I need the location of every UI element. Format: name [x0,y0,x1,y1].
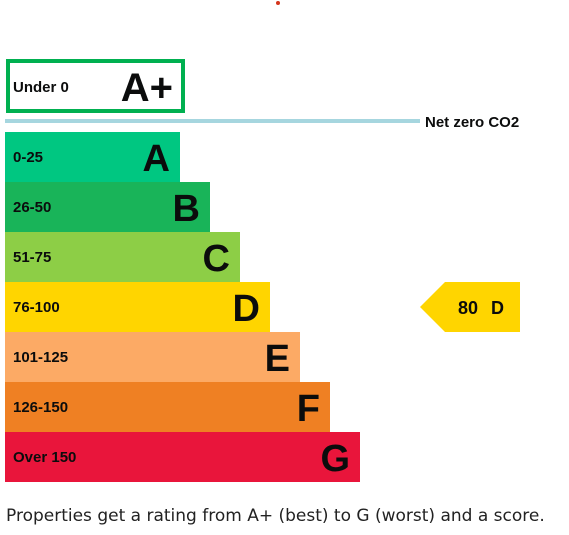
band-c-range-label: 51-75 [13,249,51,266]
band-g-letter: G [320,438,350,480]
band-f-letter: F [297,388,320,430]
band-a-range-label: 0-25 [13,149,43,166]
band-d-range-label: 76-100 [13,299,60,316]
chart-caption: Properties get a rating from A+ (best) t… [6,506,545,526]
energy-rating-chart: Under 0 A+ Net zero CO2 0-25 A 26-50 B 51-75… [5,59,520,482]
band-d-letter: D [233,288,260,330]
current-score: 80 [458,298,478,318]
band-b-range-label: 26-50 [13,199,51,216]
marker-dot [276,1,280,5]
band-a-bar [5,132,180,182]
net-zero-label: Net zero CO2 [425,114,519,131]
current-rating-marker: 80 D [420,282,520,332]
band-a-letter: A [143,138,170,180]
band-c-letter: C [203,238,230,280]
band-g-range-label: Over 150 [13,449,76,466]
band-g-bar [5,432,360,482]
band-f-range-label: 126-150 [13,399,68,416]
band-d-bar [5,282,270,332]
a-plus-band-outline [6,59,185,113]
band-e-letter: E [265,338,290,380]
a-plus-range-label: Under 0 [13,79,69,96]
current-rating-arrow [420,282,520,332]
band-e-range-label: 101-125 [13,349,68,366]
band-c-bar [5,232,240,282]
current-rating-letter: D [491,298,504,318]
top-band-a-plus: Under 0 A+ [6,59,185,113]
band-f-bar [5,382,330,432]
band-b-bar [5,182,210,232]
band-e-bar [5,332,300,382]
band-b-letter: B [173,188,200,230]
a-plus-letter: A+ [121,66,173,110]
rating-bands: 0-25 A 26-50 B 51-75 C 76-100 D 101-125 E 126-150 F… [5,132,360,482]
